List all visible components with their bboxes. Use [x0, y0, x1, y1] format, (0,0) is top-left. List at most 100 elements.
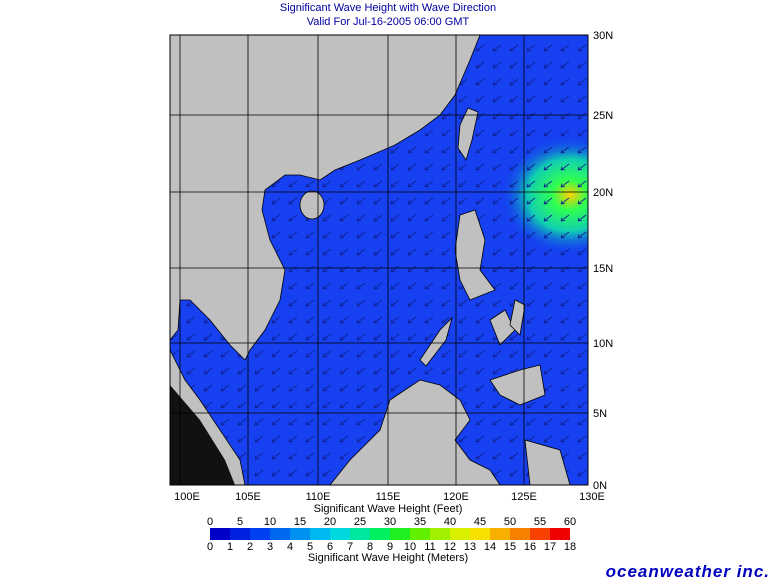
- arrow: [237, 435, 247, 443]
- arrow: [424, 265, 434, 273]
- feet-tick: 50: [504, 516, 516, 528]
- arrow: [271, 316, 281, 324]
- colorbar-cell: [530, 528, 550, 540]
- land-dark: [170, 385, 235, 485]
- arrow: [509, 197, 519, 205]
- meters-tick: 10: [404, 541, 416, 553]
- arrow: [577, 44, 587, 52]
- lon-label: 115E: [376, 491, 401, 503]
- feet-tick: 0: [207, 516, 213, 528]
- arrow: [526, 95, 536, 103]
- arrow: [509, 248, 519, 256]
- arrow: [407, 316, 417, 324]
- arrow: [288, 384, 298, 392]
- arrow: [322, 435, 332, 443]
- colorbar-cell: [410, 528, 430, 540]
- arrow: [339, 282, 349, 290]
- arrow: [220, 418, 230, 426]
- map: [170, 35, 588, 485]
- arrow: [356, 418, 366, 426]
- arrow: [407, 265, 417, 273]
- arrow: [509, 214, 519, 222]
- arrow: [560, 78, 570, 86]
- arrow: [305, 180, 315, 188]
- arrow: [373, 350, 383, 358]
- arrow: [492, 129, 502, 137]
- arrow: [458, 299, 468, 307]
- arrow: [560, 384, 570, 392]
- arrow: [322, 248, 332, 256]
- arrow: [186, 367, 196, 375]
- colorbar: 0 5 10 15 20 25 30 35 40 45 50 55 600 1 2 3 4 5 6 7 8 9 10 11 12…: [207, 516, 576, 553]
- arrow: [305, 248, 315, 256]
- arrow: [322, 350, 332, 358]
- lon-label: 120E: [443, 491, 469, 503]
- arrow: [254, 469, 264, 477]
- arrow: [526, 197, 536, 205]
- arrow: [560, 95, 570, 103]
- arrow: [373, 384, 383, 392]
- arrow: [560, 316, 570, 324]
- arrow: [271, 452, 281, 460]
- arrow: [526, 163, 536, 171]
- arrow: [475, 44, 485, 52]
- feet-tick: 55: [534, 516, 546, 528]
- arrow: [288, 299, 298, 307]
- feet-tick: 10: [264, 516, 276, 528]
- arrow: [288, 452, 298, 460]
- arrow: [305, 333, 315, 341]
- colorbar-cell: [450, 528, 470, 540]
- meters-tick: 0: [207, 541, 213, 553]
- arrow: [288, 248, 298, 256]
- arrow: [271, 401, 281, 409]
- colorbar-cell: [310, 528, 330, 540]
- arrow: [373, 265, 383, 273]
- arrow: [577, 282, 587, 290]
- colorbar-cell: [430, 528, 450, 540]
- arrow: [424, 282, 434, 290]
- arrow: [288, 316, 298, 324]
- arrow: [577, 95, 587, 103]
- arrow: [475, 435, 485, 443]
- arrow: [441, 248, 451, 256]
- arrow: [543, 78, 553, 86]
- arrow: [390, 367, 400, 375]
- arrow: [305, 401, 315, 409]
- arrow: [509, 435, 519, 443]
- brand: oceanweather inc.: [606, 562, 770, 581]
- arrow: [339, 367, 349, 375]
- lon-label: 130E: [579, 491, 605, 503]
- arrow: [526, 401, 536, 409]
- lat-label: 10N: [593, 338, 613, 350]
- arrow: [560, 265, 570, 273]
- arrow: [475, 384, 485, 392]
- arrow: [509, 418, 519, 426]
- arrow: [560, 44, 570, 52]
- arrow: [254, 435, 264, 443]
- meters-tick: 5: [307, 541, 313, 553]
- arrow: [390, 282, 400, 290]
- arrow: [322, 469, 332, 477]
- meters-tick: 9: [387, 541, 393, 553]
- arrow: [441, 299, 451, 307]
- arrow: [322, 384, 332, 392]
- lat-label: 15N: [593, 263, 613, 275]
- arrow: [492, 435, 502, 443]
- arrow: [424, 146, 434, 154]
- arrow: [492, 299, 502, 307]
- arrow: [305, 469, 315, 477]
- arrow: [509, 469, 519, 477]
- arrow: [305, 299, 315, 307]
- arrow: [305, 367, 315, 375]
- arrow: [509, 180, 519, 188]
- feet-tick: 60: [564, 516, 576, 528]
- arrow: [322, 282, 332, 290]
- arrow: [543, 44, 553, 52]
- arrow: [254, 350, 264, 358]
- arrow: [339, 333, 349, 341]
- meters-tick: 13: [464, 541, 476, 553]
- arrow: [543, 401, 553, 409]
- arrow: [186, 316, 196, 324]
- arrow: [424, 333, 434, 341]
- arrow: [577, 265, 587, 273]
